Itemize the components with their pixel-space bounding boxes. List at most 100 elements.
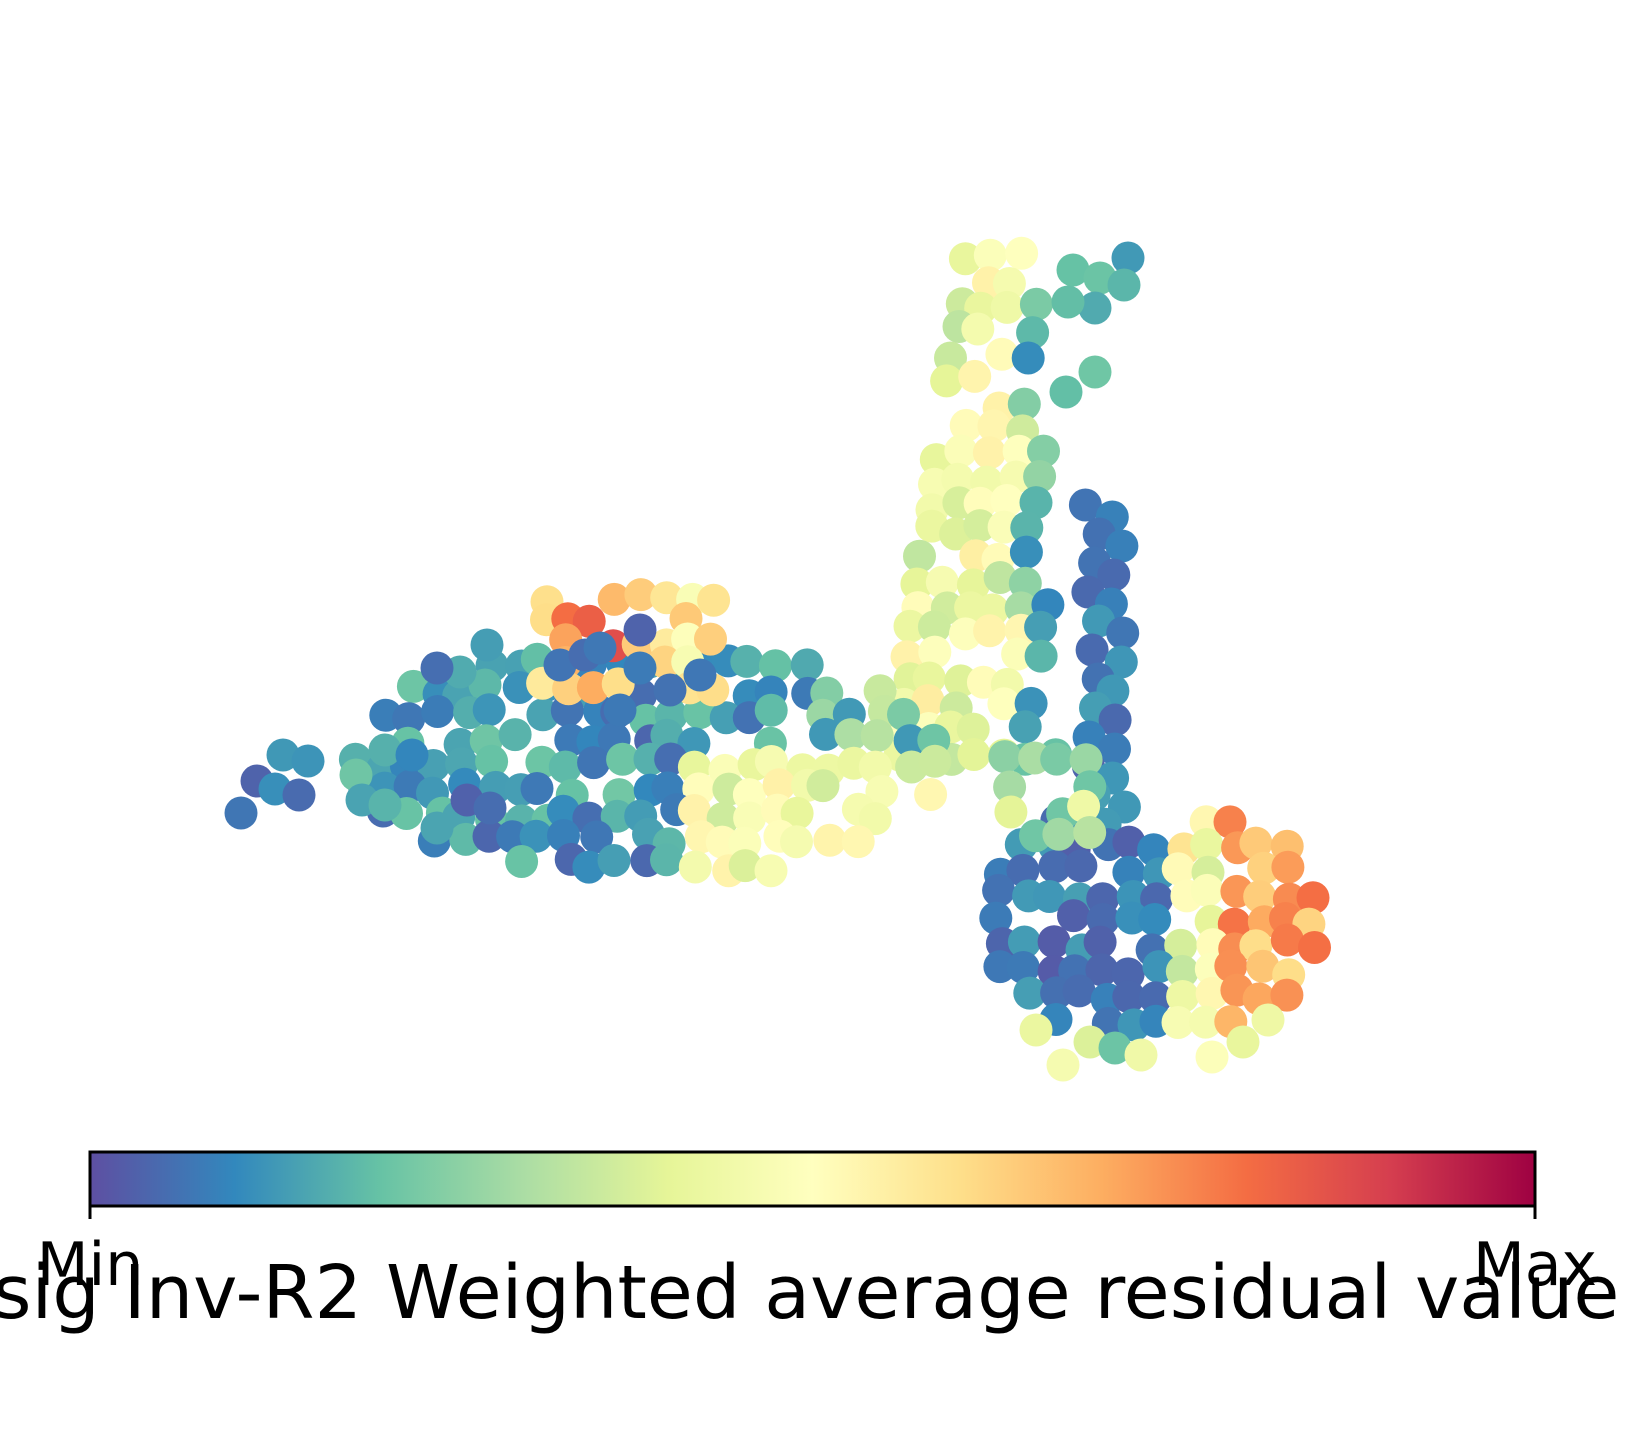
spot-point [1296, 881, 1330, 915]
spot-point [1019, 1013, 1053, 1047]
spot-point [683, 658, 717, 692]
spot-point [930, 364, 964, 398]
spot-point [982, 873, 1016, 907]
spot-point [600, 799, 634, 833]
spot-point [1024, 610, 1058, 644]
spot-point [780, 796, 814, 830]
spot-point [961, 312, 995, 346]
spot-point [990, 484, 1024, 517]
spot-point [966, 665, 1000, 699]
spot-point [728, 849, 762, 883]
spot-point [1098, 703, 1132, 737]
spot-point [368, 788, 402, 822]
spot-point [470, 628, 504, 662]
spot-point [1243, 880, 1277, 914]
colorbar-min-label: Min [37, 1230, 143, 1300]
spot-point [583, 631, 617, 665]
spot-point [949, 408, 983, 442]
spot-point [392, 702, 426, 736]
spot-point [677, 794, 711, 827]
spot-point [985, 337, 1019, 371]
spot-point [887, 697, 920, 731]
spot-point [580, 820, 614, 854]
spot-point [758, 649, 792, 683]
spot-point [958, 359, 992, 393]
scatter-points [224, 236, 1331, 1082]
spot-point [1217, 907, 1251, 941]
spot-point [472, 693, 506, 727]
spot-point [678, 850, 712, 884]
spot-point [1057, 899, 1090, 933]
spot-point [1195, 1040, 1229, 1074]
spot-point [572, 604, 606, 638]
spot-point [1112, 855, 1146, 889]
spot-point [1078, 291, 1112, 325]
spot-point [858, 802, 892, 836]
spot-point [1023, 460, 1057, 493]
spot-point [624, 578, 658, 612]
spot-point [963, 509, 997, 543]
spot-point [983, 561, 1017, 594]
spot-point [957, 738, 991, 771]
spot-point [1067, 789, 1101, 823]
spot-point [1005, 236, 1039, 270]
spot-point [395, 738, 429, 772]
spot-point [572, 850, 606, 884]
spot-point [941, 462, 975, 496]
spot-point [420, 811, 454, 845]
spot-point [893, 724, 927, 758]
spot-point [1213, 805, 1247, 839]
spot-point [754, 854, 788, 888]
spot-point [1075, 633, 1109, 667]
spot-point [1107, 268, 1141, 302]
spot-point [948, 617, 982, 651]
spot-point [841, 825, 875, 859]
spot-point [606, 742, 640, 776]
spot-point [1106, 616, 1140, 650]
spot-point [918, 744, 952, 778]
spot-point [1195, 976, 1229, 1010]
spot-point [1040, 742, 1074, 776]
spot-point [1006, 853, 1040, 887]
spot-point [1239, 826, 1273, 860]
spot-point [973, 614, 1007, 648]
spot-point [918, 635, 952, 669]
spot-point [1138, 903, 1172, 936]
spot-point [1009, 535, 1043, 569]
spot-point [972, 436, 1006, 470]
spot-point [650, 843, 683, 877]
spot-point [1164, 928, 1198, 962]
spot-point [1002, 434, 1036, 468]
spot-point [1097, 558, 1131, 592]
spot-point [988, 740, 1022, 774]
spot-point [1068, 488, 1102, 522]
spot-point [944, 434, 978, 468]
spot-point [653, 673, 687, 707]
spot-point [994, 795, 1028, 829]
spot-point [813, 823, 847, 857]
spot-point [546, 794, 580, 828]
spot-point [1161, 1006, 1195, 1039]
spot-point [1024, 639, 1058, 673]
spot-point [917, 610, 951, 644]
spot-point [979, 901, 1013, 935]
spot-point [1011, 341, 1045, 375]
spot-point [983, 950, 1017, 984]
spot-point [1161, 852, 1195, 886]
spot-point [548, 750, 582, 784]
spot-point [903, 539, 936, 573]
spot-point [987, 687, 1021, 721]
spot-point [914, 778, 948, 811]
spot-point [1042, 817, 1076, 851]
colorbar-gradient [88, 1150, 1537, 1208]
spot-point [543, 648, 577, 682]
spot-point [1139, 981, 1172, 1015]
spot-point [282, 778, 316, 812]
spot-point [733, 801, 767, 835]
spot-point [224, 796, 258, 830]
spot-point [650, 581, 684, 615]
spot-point [526, 698, 560, 732]
spot-point [1038, 850, 1072, 884]
spot-point [505, 845, 539, 878]
